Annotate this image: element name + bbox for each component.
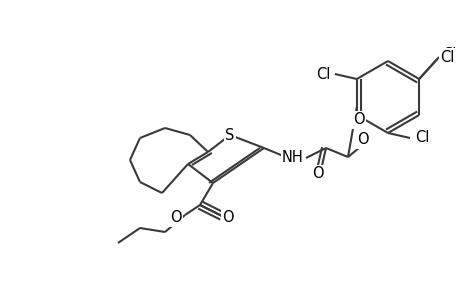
Text: Cl: Cl — [441, 46, 455, 62]
Text: O: O — [222, 211, 233, 226]
Text: O: O — [312, 167, 323, 182]
Text: Cl: Cl — [439, 50, 453, 64]
Text: NH: NH — [281, 149, 303, 164]
Text: S: S — [225, 128, 234, 142]
Text: Cl: Cl — [315, 67, 329, 82]
Text: O: O — [170, 211, 182, 226]
Text: O: O — [352, 112, 364, 128]
Text: O: O — [356, 133, 368, 148]
Text: Cl: Cl — [414, 130, 428, 146]
